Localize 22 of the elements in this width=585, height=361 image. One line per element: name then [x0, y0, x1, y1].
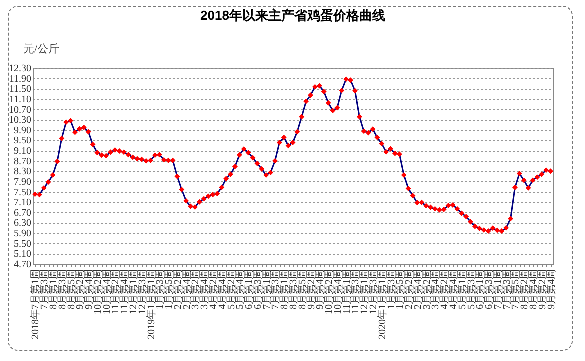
y-tick-label: 6.30: [14, 218, 32, 230]
y-tick-label: 9.10: [14, 146, 32, 158]
y-axis-title: 元/公斤: [24, 42, 60, 56]
y-tick-label: 8.30: [14, 166, 32, 178]
y-tick-label: 9.50: [14, 136, 32, 147]
y-tick-label: 7.10: [14, 198, 32, 209]
y-tick-label: 11.10: [9, 94, 32, 106]
chart-title: 2018年以来主产省鸡蛋价格曲线: [200, 8, 386, 23]
y-tick-label: 5.90: [14, 228, 32, 240]
y-tick-label: 7.50: [14, 187, 32, 198]
y-tick-label: 11.50: [9, 84, 32, 96]
y-tick-label: 10.30: [9, 115, 32, 126]
y-tick-label: 5.10: [14, 249, 32, 260]
y-tick-label: 4.70: [14, 260, 32, 270]
y-tick-label: 12.30: [9, 64, 32, 74]
y-tick-label: 11.90: [9, 74, 32, 85]
y-tick-label: 5.50: [14, 238, 32, 250]
y-tick-label: 9.90: [14, 125, 32, 136]
y-tick-label: 10.70: [9, 104, 32, 116]
y-tick-label: 8.70: [14, 156, 32, 168]
y-tick-label: 6.70: [14, 208, 32, 219]
y-tick-label: 7.90: [14, 176, 32, 188]
